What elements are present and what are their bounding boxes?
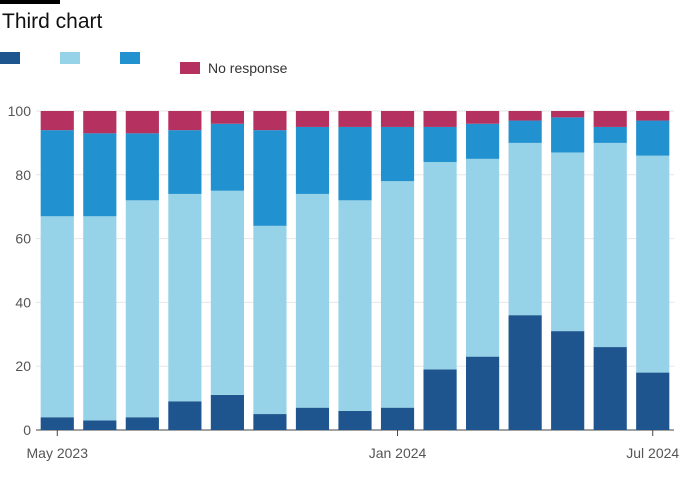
bar-segment <box>593 126 627 143</box>
bar-segment <box>508 120 542 143</box>
legend-swatch-series-2 <box>60 52 80 64</box>
bar-segment <box>551 152 585 332</box>
bar-segment <box>338 200 372 411</box>
bar-segment <box>593 111 627 127</box>
legend-label-no-response: No response <box>208 60 288 76</box>
bar-segment <box>508 142 542 316</box>
bar-segment <box>40 216 74 418</box>
bar-segment <box>636 120 670 156</box>
bar-segment <box>253 225 287 415</box>
chart-legend: No response <box>0 50 700 80</box>
bar-segment <box>636 372 670 430</box>
bar-segment <box>593 347 627 430</box>
bar-segment <box>423 111 457 127</box>
bar-segment <box>253 414 287 430</box>
y-tick-label: 40 <box>15 294 31 310</box>
y-tick-label: 60 <box>15 231 31 247</box>
bar-segment <box>168 193 202 402</box>
bar-segment <box>253 130 287 226</box>
bar-segment <box>551 117 585 153</box>
bar-segment <box>295 111 330 127</box>
bar-segment <box>125 133 159 201</box>
title-accent-rule <box>0 0 60 4</box>
bar-segment <box>380 407 415 430</box>
bar-segment <box>338 126 372 201</box>
bar-segment <box>551 331 585 430</box>
x-tick-label: Jul 2024 <box>626 445 679 461</box>
bar-segment <box>125 111 159 134</box>
y-tick-label: 0 <box>23 422 31 438</box>
bar-segment <box>466 158 500 357</box>
bar-segment <box>423 162 457 370</box>
bar-segment <box>83 133 117 217</box>
bar-segment <box>466 356 500 430</box>
bars <box>40 111 670 430</box>
bar-segment <box>125 200 159 418</box>
bar-segment <box>40 130 74 217</box>
axes: 0 20 40 60 80 100 May 2023 Jan 2024 Jul 2024 <box>8 103 680 461</box>
bar-segment <box>168 401 202 430</box>
x-tick-label: Jan 2024 <box>369 445 427 461</box>
y-tick-label: 100 <box>8 103 32 119</box>
bar-segment <box>253 111 287 131</box>
bar-segment <box>168 111 202 131</box>
bar-segment <box>380 126 415 182</box>
bar-segment <box>338 111 372 127</box>
bar-segment <box>168 130 202 194</box>
bar-segment <box>295 407 330 430</box>
bar-segment <box>551 111 585 118</box>
bar-segment <box>636 111 670 121</box>
bar-segment <box>210 123 244 191</box>
legend-swatch-no-response <box>180 62 200 74</box>
y-tick-label: 80 <box>15 167 31 183</box>
bar-segment <box>380 181 415 408</box>
chart-title: Third chart <box>2 10 103 33</box>
bar-segment <box>423 369 457 430</box>
legend-swatch-series-3 <box>120 52 140 64</box>
bar-segment <box>125 417 159 430</box>
bar-segment <box>210 394 244 430</box>
bar-segment <box>508 111 542 121</box>
legend-swatch-series-1 <box>0 52 20 64</box>
bar-segment <box>295 126 330 194</box>
y-tick-label: 20 <box>15 358 31 374</box>
bar-segment <box>40 111 74 131</box>
bar-segment <box>593 142 627 348</box>
bar-segment <box>40 417 74 430</box>
bar-segment <box>83 111 117 134</box>
bar-segment <box>423 126 457 163</box>
bar-segment <box>83 216 117 421</box>
bar-segment <box>466 111 500 124</box>
bar-segment <box>295 193 330 408</box>
x-tick-label: May 2023 <box>27 445 89 461</box>
bar-segment <box>83 420 117 430</box>
bar-segment <box>380 111 415 127</box>
bar-segment <box>466 123 500 159</box>
bar-segment <box>210 190 244 395</box>
bar-segment <box>636 155 670 373</box>
bar-segment <box>508 315 542 430</box>
bar-segment <box>210 111 244 124</box>
bar-segment <box>338 410 372 430</box>
